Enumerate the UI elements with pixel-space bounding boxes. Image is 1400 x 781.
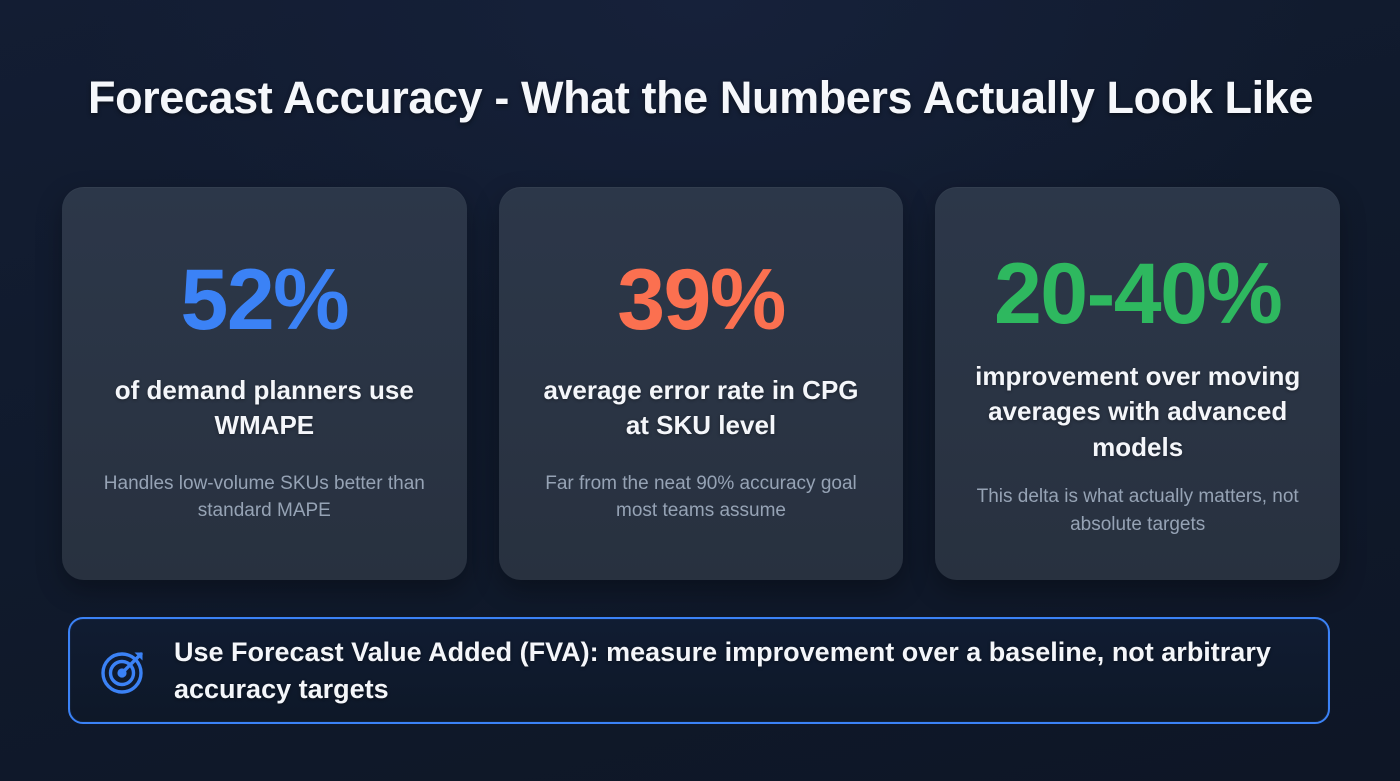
takeaway-text: Use Forecast Value Added (FVA): measure …: [174, 637, 1271, 704]
stat-note: This delta is what actually matters, not…: [976, 486, 1299, 535]
stat-value: 52%: [180, 252, 350, 348]
stat-card-row: 52% of demand planners use WMAPE Handles…: [62, 187, 1341, 580]
stat-value: 39%: [617, 252, 786, 348]
stat-card-wmape: 52% of demand planners use WMAPE Handles…: [62, 187, 467, 580]
takeaway-callout: Use Forecast Value Added (FVA): measure …: [68, 617, 1330, 724]
stat-note: Far from the neat 90% accuracy goal most…: [545, 472, 857, 522]
stat-card-error-rate: 39% average error rate in CPG at SKU lev…: [498, 187, 904, 580]
stat-note: Handles low-volume SKUs better than stan…: [103, 472, 425, 522]
stat-label: improvement over moving averages with ad…: [975, 361, 1301, 462]
stat-card-improvement: 20-40% improvement over moving averages …: [935, 187, 1341, 580]
page-title: Forecast Accuracy - What the Numbers Act…: [88, 72, 1313, 123]
target-icon: [98, 645, 150, 697]
stat-label: average error rate in CPG at SKU level: [543, 375, 859, 441]
stat-value: 20-40%: [993, 246, 1283, 342]
stat-label: of demand planners use WMAPE: [114, 375, 414, 441]
